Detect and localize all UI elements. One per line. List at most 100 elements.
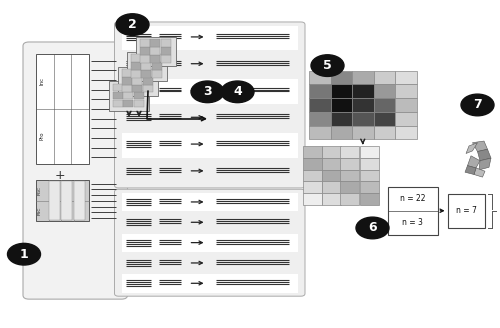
Bar [61, 181, 72, 220]
Bar [152, 70, 162, 78]
Bar [322, 158, 340, 170]
Bar [161, 55, 171, 63]
Bar [122, 274, 298, 293]
Bar [130, 70, 140, 78]
Bar [374, 98, 395, 112]
Bar [330, 126, 352, 139]
FancyBboxPatch shape [36, 54, 88, 164]
Bar [360, 193, 378, 205]
Bar [122, 193, 298, 211]
Bar [112, 84, 122, 91]
FancyBboxPatch shape [118, 67, 158, 96]
FancyBboxPatch shape [23, 42, 128, 299]
Bar [360, 170, 378, 181]
Polygon shape [466, 143, 477, 154]
Bar [150, 47, 160, 55]
Bar [141, 70, 152, 78]
Bar [374, 71, 395, 84]
Text: 6: 6 [368, 221, 377, 235]
Bar [141, 54, 152, 62]
Text: 1: 1 [20, 248, 28, 261]
Bar [322, 193, 340, 205]
Text: PSC: PSC [38, 207, 42, 215]
FancyBboxPatch shape [109, 81, 148, 111]
Bar [352, 126, 374, 139]
Bar [134, 84, 144, 91]
Text: 2: 2 [128, 18, 137, 31]
Bar [330, 71, 352, 84]
Bar [74, 181, 85, 220]
Bar [395, 126, 416, 139]
Bar [122, 234, 298, 252]
Text: Inc: Inc [40, 77, 44, 85]
Bar [374, 126, 395, 139]
Bar [395, 84, 416, 98]
Circle shape [8, 243, 40, 265]
FancyBboxPatch shape [448, 194, 485, 228]
Bar [322, 170, 340, 181]
Bar [48, 181, 60, 220]
Circle shape [191, 81, 224, 103]
Bar [132, 77, 142, 85]
FancyBboxPatch shape [127, 52, 166, 81]
Text: n = 22: n = 22 [400, 195, 425, 203]
Bar [123, 92, 134, 99]
Bar [395, 71, 416, 84]
Bar [322, 146, 340, 158]
Bar [150, 55, 160, 63]
Bar [143, 69, 153, 76]
Bar [330, 112, 352, 126]
Bar [302, 146, 322, 158]
Bar [134, 92, 144, 99]
Bar [122, 85, 132, 92]
Polygon shape [465, 166, 476, 174]
Text: 4: 4 [233, 85, 242, 98]
Bar [122, 26, 298, 51]
Bar [360, 181, 378, 193]
FancyBboxPatch shape [36, 180, 88, 221]
Polygon shape [474, 168, 485, 177]
Polygon shape [478, 149, 491, 161]
Bar [302, 181, 322, 193]
Bar [360, 146, 378, 158]
Bar [374, 112, 395, 126]
Bar [330, 84, 352, 98]
Circle shape [461, 94, 494, 116]
Bar [309, 84, 330, 98]
Bar [161, 39, 171, 47]
Bar [143, 77, 153, 85]
Bar [395, 98, 416, 112]
Bar [152, 62, 162, 70]
Text: 7: 7 [473, 98, 482, 112]
Bar [340, 170, 359, 181]
Text: PGC: PGC [38, 186, 42, 195]
Polygon shape [479, 158, 491, 170]
Bar [134, 100, 144, 107]
Bar [122, 79, 298, 104]
Circle shape [356, 217, 389, 239]
Circle shape [116, 14, 149, 35]
Bar [152, 54, 162, 62]
Bar [123, 100, 134, 107]
Bar [352, 71, 374, 84]
Bar [302, 158, 322, 170]
Bar [112, 100, 122, 107]
Bar [330, 98, 352, 112]
Bar [340, 181, 359, 193]
Bar [132, 69, 142, 76]
Bar [340, 193, 359, 205]
Bar [122, 69, 132, 76]
Bar [122, 77, 132, 85]
Bar [140, 39, 149, 47]
Bar [340, 158, 359, 170]
Bar [395, 112, 416, 126]
Bar [150, 39, 160, 47]
Polygon shape [468, 156, 480, 168]
Bar [112, 92, 122, 99]
Bar [309, 112, 330, 126]
Text: n = 3: n = 3 [402, 218, 423, 227]
Text: n = 7: n = 7 [456, 206, 476, 215]
Bar [161, 47, 171, 55]
Text: Pro: Pro [40, 132, 44, 140]
Bar [352, 84, 374, 98]
